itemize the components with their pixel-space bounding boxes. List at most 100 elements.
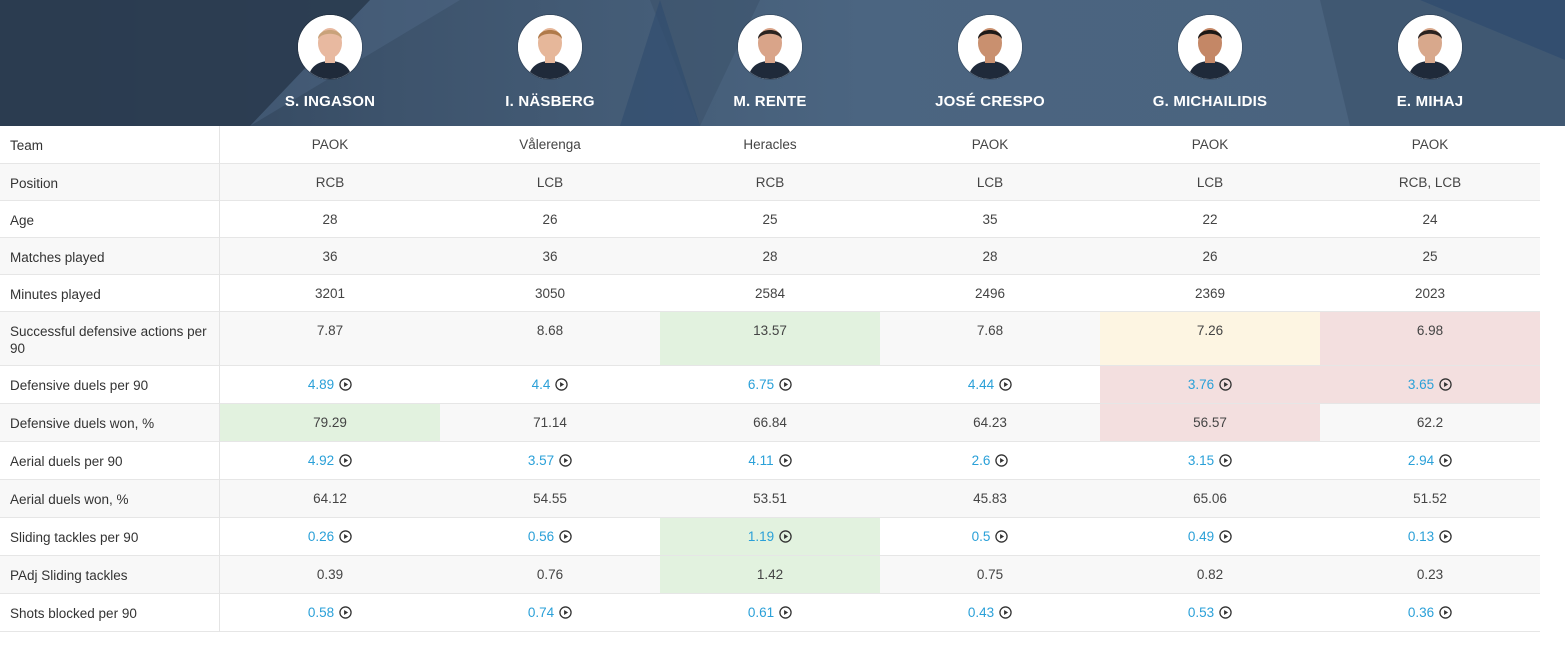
- stat-cell[interactable]: 4.11: [660, 441, 880, 479]
- player-avatar-icon[interactable]: [298, 15, 362, 79]
- play-video-icon[interactable]: [339, 453, 352, 467]
- play-video-icon[interactable]: [999, 377, 1012, 391]
- stat-cell[interactable]: 0.36: [1320, 593, 1540, 631]
- play-video-icon[interactable]: [1439, 529, 1452, 543]
- stat-cell: 7.87: [219, 311, 440, 365]
- play-video-icon[interactable]: [779, 605, 792, 619]
- play-video-icon[interactable]: [1439, 453, 1452, 467]
- play-video-icon[interactable]: [559, 529, 572, 543]
- stat-link[interactable]: 4.44: [967, 376, 995, 392]
- stat-link[interactable]: 3.65: [1407, 376, 1435, 392]
- play-video-icon[interactable]: [999, 605, 1012, 619]
- player-name[interactable]: M. RENTE: [733, 93, 807, 110]
- stat-link[interactable]: 0.53: [1187, 604, 1215, 620]
- player-name[interactable]: S. INGASON: [284, 93, 376, 110]
- play-video-icon[interactable]: [1219, 605, 1232, 619]
- stat-link[interactable]: 4.92: [307, 452, 335, 468]
- player-column-2[interactable]: I. NÄSBERG: [440, 0, 660, 126]
- player-column-5[interactable]: G. MICHAILIDIS: [1100, 0, 1320, 126]
- stat-link[interactable]: 3.57: [527, 452, 555, 468]
- stat-link[interactable]: 0.74: [527, 604, 555, 620]
- table-row: Age 28 26 25 35 22 24: [0, 200, 1540, 237]
- stat-link[interactable]: 0.56: [527, 528, 555, 544]
- play-video-icon[interactable]: [778, 453, 792, 467]
- play-video-icon[interactable]: [1439, 605, 1452, 619]
- play-video-icon[interactable]: [995, 529, 1009, 543]
- stat-cell[interactable]: 0.49: [1100, 517, 1320, 555]
- stat-link[interactable]: 0.5: [971, 528, 991, 544]
- stat-link[interactable]: 6.75: [747, 376, 775, 392]
- play-video-icon[interactable]: [1219, 377, 1232, 391]
- stat-cell[interactable]: 1.19: [660, 517, 880, 555]
- play-video-icon[interactable]: [779, 377, 792, 391]
- stat-link[interactable]: 4.89: [307, 376, 335, 392]
- stat-link[interactable]: 3.76: [1187, 376, 1215, 392]
- player-column-4[interactable]: JOSÉ CRESPO: [880, 0, 1100, 126]
- stat-link[interactable]: 0.61: [747, 604, 775, 620]
- row-label: Defensive duels won, %: [0, 403, 220, 441]
- stat-value: PAOK: [1411, 137, 1449, 152]
- stat-cell[interactable]: 3.65: [1320, 365, 1540, 403]
- stat-cell[interactable]: 0.74: [440, 593, 660, 631]
- stat-cell[interactable]: 0.5: [880, 517, 1100, 555]
- player-column-3[interactable]: M. RENTE: [660, 0, 880, 126]
- stat-link[interactable]: 3.15: [1187, 452, 1215, 468]
- player-name[interactable]: G. MICHAILIDIS: [1152, 93, 1268, 110]
- stat-link[interactable]: 2.6: [971, 452, 991, 468]
- stat-value: 2584: [754, 285, 786, 301]
- row-label: Aerial duels won, %: [0, 479, 220, 517]
- stat-cell[interactable]: 0.61: [660, 593, 880, 631]
- stat-link[interactable]: 0.58: [307, 604, 335, 620]
- play-video-icon[interactable]: [339, 377, 352, 391]
- stat-link[interactable]: 4.4: [531, 376, 551, 392]
- stat-link[interactable]: 0.43: [967, 604, 995, 620]
- stat-cell: PAOK: [1320, 126, 1540, 163]
- stat-link[interactable]: 0.49: [1187, 528, 1215, 544]
- stat-link[interactable]: 0.36: [1407, 604, 1435, 620]
- stat-cell: 35: [880, 200, 1100, 237]
- stat-cell[interactable]: 2.6: [880, 441, 1100, 479]
- stat-cell[interactable]: 0.58: [219, 593, 440, 631]
- stat-cell[interactable]: 6.75: [660, 365, 880, 403]
- player-avatar-icon[interactable]: [1178, 15, 1242, 79]
- stat-link[interactable]: 4.11: [748, 452, 774, 468]
- stat-cell[interactable]: 0.53: [1100, 593, 1320, 631]
- play-video-icon[interactable]: [1439, 377, 1452, 391]
- stat-cell[interactable]: 4.44: [880, 365, 1100, 403]
- play-video-icon[interactable]: [559, 453, 572, 467]
- stat-cell[interactable]: 3.15: [1100, 441, 1320, 479]
- play-video-icon[interactable]: [1219, 453, 1232, 467]
- stat-cell[interactable]: 4.4: [440, 365, 660, 403]
- stat-cell[interactable]: 3.76: [1100, 365, 1320, 403]
- stat-cell[interactable]: 0.26: [219, 517, 440, 555]
- stat-link[interactable]: 0.13: [1407, 528, 1435, 544]
- stat-cell: 71.14: [440, 403, 660, 441]
- player-avatar-icon[interactable]: [958, 15, 1022, 79]
- play-video-icon[interactable]: [559, 605, 572, 619]
- player-column-6[interactable]: E. MIHAJ: [1320, 0, 1540, 126]
- play-video-icon[interactable]: [779, 529, 792, 543]
- stat-cell[interactable]: 4.89: [219, 365, 440, 403]
- stat-cell[interactable]: 0.56: [440, 517, 660, 555]
- play-video-icon[interactable]: [339, 605, 352, 619]
- play-video-icon[interactable]: [1219, 529, 1232, 543]
- stat-cell[interactable]: 0.13: [1320, 517, 1540, 555]
- stat-link[interactable]: 0.26: [307, 528, 335, 544]
- play-video-icon[interactable]: [339, 529, 352, 543]
- player-avatar-icon[interactable]: [738, 15, 802, 79]
- player-name[interactable]: JOSÉ CRESPO: [935, 93, 1045, 110]
- player-name[interactable]: E. MIHAJ: [1396, 93, 1464, 110]
- stat-cell[interactable]: 4.92: [219, 441, 440, 479]
- play-video-icon[interactable]: [995, 453, 1009, 467]
- stat-cell[interactable]: 2.94: [1320, 441, 1540, 479]
- player-avatar-icon[interactable]: [518, 15, 582, 79]
- play-video-icon[interactable]: [555, 377, 569, 391]
- stat-cell[interactable]: 0.43: [880, 593, 1100, 631]
- player-column-1[interactable]: S. INGASON: [220, 0, 440, 126]
- player-name[interactable]: I. NÄSBERG: [505, 93, 595, 110]
- stat-link[interactable]: 1.19: [747, 528, 775, 544]
- stat-link[interactable]: 2.94: [1407, 452, 1435, 468]
- stat-cell[interactable]: 3.57: [440, 441, 660, 479]
- stat-cell: PAOK: [880, 126, 1100, 163]
- player-avatar-icon[interactable]: [1398, 15, 1462, 79]
